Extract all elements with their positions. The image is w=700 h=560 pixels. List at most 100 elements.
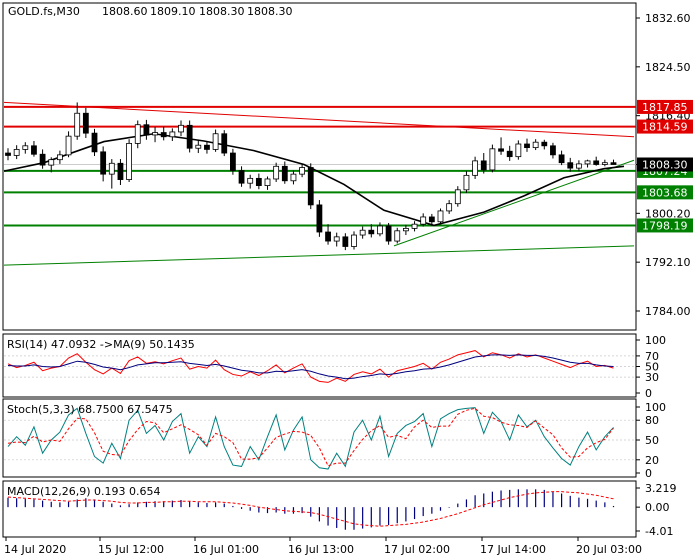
price-panel-frame <box>2 2 637 331</box>
price-axis-label: 1800.20 <box>645 207 691 220</box>
candle-body <box>368 229 375 235</box>
candle-body <box>100 151 107 175</box>
candle-body <box>238 170 245 184</box>
candle-body <box>39 153 46 166</box>
stoch-axis-label: 20 <box>645 454 659 467</box>
candle-body <box>411 223 418 229</box>
candle-body <box>5 152 11 156</box>
level-tag <box>637 218 693 233</box>
stoch-axis-label: 100 <box>645 401 666 414</box>
candle-body <box>351 234 357 247</box>
candle-body <box>195 144 202 149</box>
candle-body <box>264 178 271 187</box>
candle-body <box>524 143 530 149</box>
candle-body <box>385 225 392 242</box>
macd-panel-frame <box>2 480 637 538</box>
ohlc-low: 1808.30 <box>199 5 245 18</box>
price-panel: 1832.601824.501816.401808.301800.201792.… <box>3 12 693 318</box>
macd-signal-line <box>7 491 614 527</box>
candle-body <box>204 144 210 150</box>
trend-line <box>3 245 635 266</box>
candle-body <box>428 216 435 223</box>
ohlc-open: 1808.60 <box>102 5 148 18</box>
candle-body <box>31 145 37 155</box>
candle-body <box>22 145 29 150</box>
candle-body <box>402 228 409 232</box>
candle-body <box>437 210 444 223</box>
candle-body <box>221 133 228 154</box>
candle-body <box>377 225 383 235</box>
candle-body <box>82 112 89 134</box>
candle-body <box>255 177 262 187</box>
candle-body <box>541 141 548 147</box>
candle-body <box>463 174 470 191</box>
candle-body <box>359 229 366 236</box>
macd-label: MACD(12,26,9) 0.193 0.654 <box>7 485 161 498</box>
candle-body <box>299 167 306 175</box>
level-label: 1803.68 <box>642 186 688 199</box>
candle-body <box>498 148 504 152</box>
rsi-label: RSI(14) 47.0932 ->MA(9) 50.1435 <box>7 338 195 351</box>
rsi-axis-label: 100 <box>645 334 666 347</box>
candle-body <box>584 160 591 165</box>
candle-body <box>290 173 297 182</box>
rsi-series-line <box>7 354 614 380</box>
level-tag <box>637 185 693 200</box>
candle-body <box>506 150 513 158</box>
macd-axis-label: -4.01 <box>645 525 673 538</box>
candle-body <box>186 124 193 149</box>
candle-body <box>74 112 81 137</box>
candle-body <box>307 167 314 206</box>
x-axis: 14 Jul 2020 15 Jul 12:00 16 Jul 01:00 16 Ju… <box>4 537 642 556</box>
candle-body <box>247 177 254 184</box>
stoch-series-line <box>7 407 614 470</box>
stoch-panel-frame <box>2 398 637 478</box>
rsi-axis-label: 30 <box>645 371 659 384</box>
candle-body <box>576 163 582 169</box>
candle-body <box>178 124 184 133</box>
candle-body <box>342 236 349 247</box>
candle-body <box>117 162 124 180</box>
candle-body <box>610 162 617 165</box>
candle-body <box>454 189 461 205</box>
candle-body <box>57 154 63 161</box>
price-symbol-label: GOLD.fs,M30 <box>8 5 80 18</box>
ohlc-close: 1808.30 <box>247 5 293 18</box>
candle-body <box>601 162 608 165</box>
current-price-tag <box>637 157 693 172</box>
candle-body <box>143 124 150 136</box>
price-axis-label: 1784.00 <box>645 305 691 318</box>
trend-line <box>3 101 635 138</box>
candle-body <box>420 216 427 225</box>
candle-body <box>273 165 280 180</box>
candle-body <box>134 124 141 144</box>
candle-body <box>316 204 323 233</box>
x-axis-label: 16 Jul 01:00 <box>193 543 259 556</box>
price-axis-label: 1832.60 <box>645 12 691 25</box>
price-axis-label: 1792.10 <box>645 256 691 269</box>
candle-body <box>472 160 479 176</box>
level-label: 1798.19 <box>642 219 688 232</box>
x-axis-label: 17 Jul 14:00 <box>480 543 546 556</box>
candle-body <box>515 143 522 158</box>
candle-body <box>108 162 115 175</box>
candle-body <box>480 160 487 171</box>
candle-body <box>593 160 600 165</box>
rsi-panel-frame <box>2 333 637 398</box>
x-axis-label: 16 Jul 13:00 <box>288 543 354 556</box>
stoch-axis-label: 0 <box>645 467 652 480</box>
x-axis-label: 17 Jul 02:00 <box>384 543 450 556</box>
candle-body <box>489 148 496 171</box>
candle-body <box>550 145 556 156</box>
stoch-series-line <box>7 407 614 467</box>
candle-body <box>13 149 20 156</box>
candle-body <box>325 231 331 242</box>
candle-body <box>91 132 98 153</box>
candle-body <box>229 152 236 171</box>
candle-body <box>333 236 340 242</box>
stoch-label: Stoch(5,3,3) 68.7500 67.5475 <box>7 403 173 416</box>
candle-body <box>152 132 158 136</box>
level-label: 1817.85 <box>642 101 688 114</box>
